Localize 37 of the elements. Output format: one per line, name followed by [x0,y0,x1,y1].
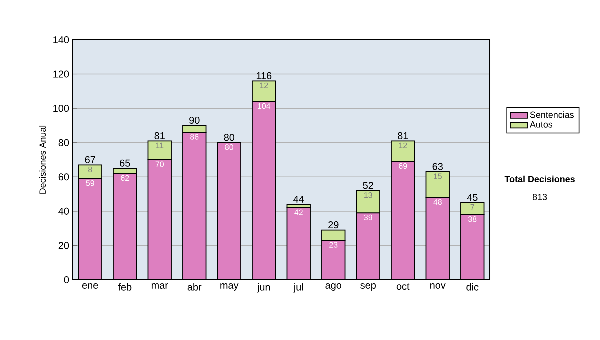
x-tick-label: nov [430,284,446,289]
x-tick-label: ago [326,284,342,291]
text: 813 [532,194,548,200]
x-tick-label: mar [152,284,168,289]
y-tick-label: 140 [54,36,70,44]
x-tick-label: abr [188,284,202,291]
y-axis-title: Decisiones Anual [39,126,46,194]
x-tick-label: oct [396,284,410,290]
x-tick-label: sep [360,284,376,291]
x-tick-label: ene [82,284,98,289]
x-tick-label: jul [294,284,304,293]
y-tick-label: 100 [54,105,70,112]
x-tick-label: dic [466,284,479,291]
total-label: 81 [398,132,408,140]
y-tick-label: 0 [64,276,70,284]
total-label: 81 [154,132,165,140]
y-tick-label: 60 [58,174,70,181]
y-tick-label: 80 [58,139,70,146]
text: Total Decisiones [504,176,575,182]
y-tick-label: 40 [58,208,70,215]
total-label: 67 [85,156,96,164]
total-label: 44 [294,196,304,203]
legend-label: Sentencias [530,112,574,118]
total-label: 52 [363,182,374,190]
total-label: 65 [120,160,130,167]
x-tick-label: feb [118,284,132,291]
x-tick-label: jun [257,284,270,293]
total-label: 29 [328,222,339,229]
y-tick-label: 120 [54,70,70,78]
total-label: 90 [190,116,200,124]
y-tick-label: 20 [58,242,70,250]
total-label: 80 [224,134,235,142]
total-label: 63 [432,163,443,170]
legend-label: Autos [530,122,553,128]
x-tick-label: may [220,284,239,291]
total-label: 116 [256,72,272,80]
total-label: 45 [467,194,478,202]
